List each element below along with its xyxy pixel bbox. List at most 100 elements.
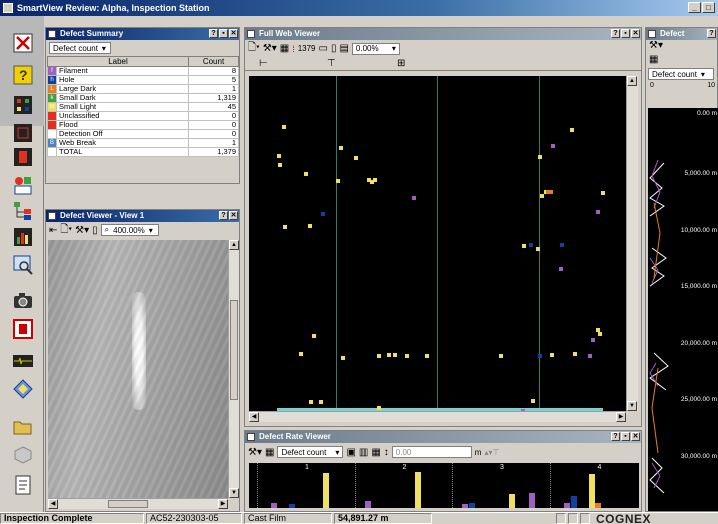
grid-icon[interactable]: ⊞: [397, 58, 406, 69]
table-row[interactable]: m Small Light 45: [47, 102, 239, 112]
tree-icon[interactable]: [12, 200, 34, 222]
percent-select[interactable]: 0.00% ▾: [351, 42, 400, 55]
defect-marker[interactable]: [354, 156, 358, 160]
scroll-thumb[interactable]: [230, 300, 238, 400]
defect-marker[interactable]: [377, 406, 381, 410]
defect-marker[interactable]: [531, 399, 535, 403]
defect-image[interactable]: [48, 240, 228, 498]
defect-marker[interactable]: [596, 210, 600, 214]
help-icon[interactable]: ?: [12, 64, 34, 86]
scroll-right-icon[interactable]: ▶: [218, 499, 228, 509]
defect-marker[interactable]: [538, 354, 542, 358]
rate-value-field[interactable]: 0.00: [391, 446, 472, 458]
defect-rate-chart[interactable]: 1 2 3 4: [249, 463, 639, 508]
grid-view-icon[interactable]: ▦: [279, 43, 290, 54]
chart-icon[interactable]: [12, 122, 34, 144]
defect-marker[interactable]: [299, 352, 303, 356]
trend-tools-icon[interactable]: ⚒▾: [649, 40, 663, 51]
defect-marker[interactable]: [339, 146, 343, 150]
trend-grid-icon[interactable]: ▦: [649, 54, 659, 65]
defect-marker[interactable]: [277, 154, 281, 158]
grid-icon[interactable]: [12, 94, 34, 116]
left-edge-icon[interactable]: ⊢: [259, 58, 268, 69]
defect-marker[interactable]: [529, 243, 533, 247]
record-icon[interactable]: [12, 318, 34, 340]
scroll-left-icon[interactable]: ◀: [249, 412, 259, 422]
defect-viewer-hscroll[interactable]: ◀ ▶: [48, 498, 228, 509]
fit-icon[interactable]: ⇤: [49, 224, 58, 236]
tools-icon[interactable]: ⚒▾: [75, 224, 90, 236]
scroll-down-icon[interactable]: ▼: [229, 488, 239, 498]
defect-marker[interactable]: [601, 191, 605, 195]
help-button[interactable]: ?: [707, 29, 716, 38]
defect-marker[interactable]: [367, 178, 371, 182]
table-row[interactable]: B Web Break 1: [47, 138, 239, 148]
table-row[interactable]: TOTAL 1,379: [47, 147, 239, 157]
defect-marker[interactable]: [393, 353, 397, 357]
red-x-icon[interactable]: [12, 32, 34, 54]
defect-marker[interactable]: [283, 225, 287, 229]
defect-marker[interactable]: [412, 196, 416, 200]
table-view-icon[interactable]: ▦: [371, 446, 381, 458]
close-button[interactable]: ✕: [631, 432, 640, 441]
defect-marker[interactable]: [522, 244, 526, 248]
shapes-icon[interactable]: [12, 174, 34, 196]
help-button[interactable]: ?: [209, 29, 218, 38]
scroll-up-icon[interactable]: ▲: [627, 76, 637, 86]
defect-marker[interactable]: [370, 180, 374, 184]
waveform-icon[interactable]: [12, 350, 34, 372]
help-button[interactable]: ?: [611, 432, 620, 441]
tools-icon[interactable]: ⚒▾: [248, 446, 262, 458]
defect-marker[interactable]: [341, 356, 345, 360]
page-icon[interactable]: ▤: [339, 43, 349, 54]
defect-marker[interactable]: [546, 190, 550, 194]
defect-marker[interactable]: [321, 212, 325, 216]
defect-marker[interactable]: [521, 409, 525, 411]
document-icon[interactable]: [12, 474, 34, 496]
defect-marker[interactable]: [405, 354, 409, 358]
scroll-up-icon[interactable]: ▲: [229, 240, 239, 250]
camera-icon[interactable]: [12, 290, 34, 312]
open-folder-icon[interactable]: [12, 416, 34, 438]
close-button[interactable]: ✕: [229, 29, 238, 38]
new-view-icon[interactable]: 🗋▾: [248, 42, 260, 53]
defect-marker[interactable]: [588, 354, 592, 358]
defect-marker[interactable]: [598, 332, 602, 336]
defect-marker[interactable]: [425, 354, 429, 358]
defect-marker[interactable]: [278, 163, 282, 167]
defect-marker[interactable]: [560, 243, 564, 247]
step-arrows-icon[interactable]: ▴▾⊤: [484, 447, 500, 457]
pin-button[interactable]: ▪: [621, 29, 630, 38]
close-button[interactable]: ✕: [631, 29, 640, 38]
bar-chart-icon[interactable]: [12, 226, 34, 248]
web-hscroll[interactable]: ◀ ▶: [249, 411, 626, 422]
defect-marker[interactable]: [550, 353, 554, 357]
close-button[interactable]: ✕: [229, 211, 238, 220]
defect-marker[interactable]: [559, 267, 563, 271]
defect-marker[interactable]: [377, 354, 381, 358]
defect-marker[interactable]: [309, 400, 313, 404]
maximize-button[interactable]: □: [702, 2, 715, 13]
table-row[interactable]: f Filament 8: [47, 66, 239, 76]
defect-marker[interactable]: [538, 155, 542, 159]
defect-trend-chart[interactable]: 0.00 m 5,000.00 m 10,000.00 m 15,000.00 m 20…: [648, 108, 718, 511]
new-view-icon[interactable]: 🗋▾: [60, 223, 73, 235]
defect-marker[interactable]: [312, 334, 316, 338]
rate-count-select[interactable]: Defect count ▾: [277, 446, 344, 458]
defect-marker[interactable]: [536, 247, 540, 251]
web-map-canvas[interactable]: [249, 76, 626, 411]
defect-marker[interactable]: [387, 353, 391, 357]
chart-view-icon[interactable]: ▥: [358, 446, 369, 458]
table-row[interactable]: k Small Dark 1,319: [47, 93, 239, 103]
pin-button[interactable]: ▪: [621, 432, 630, 441]
select-icon[interactable]: ▭: [318, 43, 328, 54]
frame-icon[interactable]: ▯: [92, 224, 98, 236]
defect-marker[interactable]: [319, 400, 323, 404]
defect-marker[interactable]: [540, 194, 544, 198]
web-vscroll[interactable]: ▲ ▼: [626, 76, 638, 411]
defect-marker[interactable]: [336, 179, 340, 183]
defect-marker[interactable]: [570, 128, 574, 132]
cube-icon[interactable]: [12, 444, 34, 466]
layout-icon[interactable]: [12, 146, 34, 168]
defect-marker[interactable]: [549, 190, 553, 194]
